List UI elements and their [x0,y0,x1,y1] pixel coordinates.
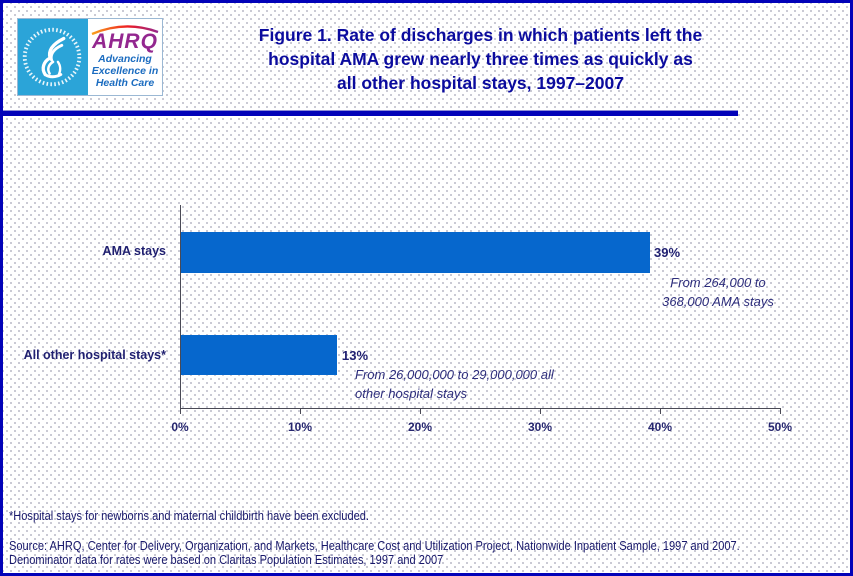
ahrq-wordmark: AHRQ [92,30,158,53]
x-tick-label: 0% [171,420,189,434]
x-tick-label: 40% [647,420,673,434]
bar-ama-stays [181,232,650,273]
hhs-eagle-icon [22,27,82,87]
y-axis-line [180,205,181,409]
x-tick-label: 10% [287,420,313,434]
annotation-other-line-2: other hospital stays [355,386,468,401]
x-axis-tick [420,408,421,414]
x-tick-label: 30% [527,420,553,434]
value-label-other: 13% [342,348,369,363]
bar-all-other-stays [181,335,337,375]
x-axis-tick [300,408,301,414]
tagline-line-2: Excellence in [91,65,159,77]
category-label-ama: AMA stays [102,244,166,258]
category-label-other: All other hospital stays* [23,348,166,362]
footnote-source-text-1: Source: AHRQ, Center for Delivery, Organ… [9,538,740,553]
header-divider-rule [3,110,738,116]
figure-title: Figure 1. Rate of discharges in which pa… [203,23,758,95]
figure-title-line-3: all other hospital stays, 1997–2007 [337,73,624,93]
footnote-source-line-2: Denominator data for rates were based on… [9,552,520,567]
x-tick-label: 50% [767,420,793,434]
x-tick-label: 20% [407,420,433,434]
ahrq-tagline: Advancing Excellence in Health Care [88,53,162,89]
figure-title-line-1: Figure 1. Rate of discharges in which pa… [258,25,703,45]
figure-title-line-2: hospital AMA grew nearly three times as … [268,49,693,69]
annotation-ama-line-1: From 264,000 to [670,275,766,290]
tagline-line-3: Health Care [95,77,155,89]
annotation-ama: From 264,000 to 368,000 AMA stays [648,273,788,311]
footnote-source-text-2: Denominator data for rates were based on… [9,552,444,567]
footnote-source-line-1: Source: AHRQ, Center for Delivery, Organ… [9,538,850,553]
annotation-ama-line-2: 368,000 AMA stays [662,294,774,309]
x-axis-tick [660,408,661,414]
x-axis-tick [180,408,181,414]
x-axis-tick [540,408,541,414]
footnote-exclusion-text: *Hospital stays for newborns and materna… [9,508,369,523]
tagline-line-1: Advancing [98,53,152,65]
annotation-other-line-1: From 26,000,000 to 29,000,000 all [355,367,554,382]
value-label-ama: 39% [654,245,681,260]
hhs-seal [18,19,88,95]
rainbow-arc-icon [91,25,159,35]
footnote-exclusion: *Hospital stays for newborns and materna… [9,508,432,523]
ahrq-wordmark-block: AHRQ Advancing Excellence in Health Care [88,19,162,95]
ahrq-logo: AHRQ Advancing Excellence in Health Care [17,18,163,96]
x-axis-tick [780,408,781,414]
annotation-other: From 26,000,000 to 29,000,000 all other … [355,365,605,403]
x-axis-line [180,408,781,409]
